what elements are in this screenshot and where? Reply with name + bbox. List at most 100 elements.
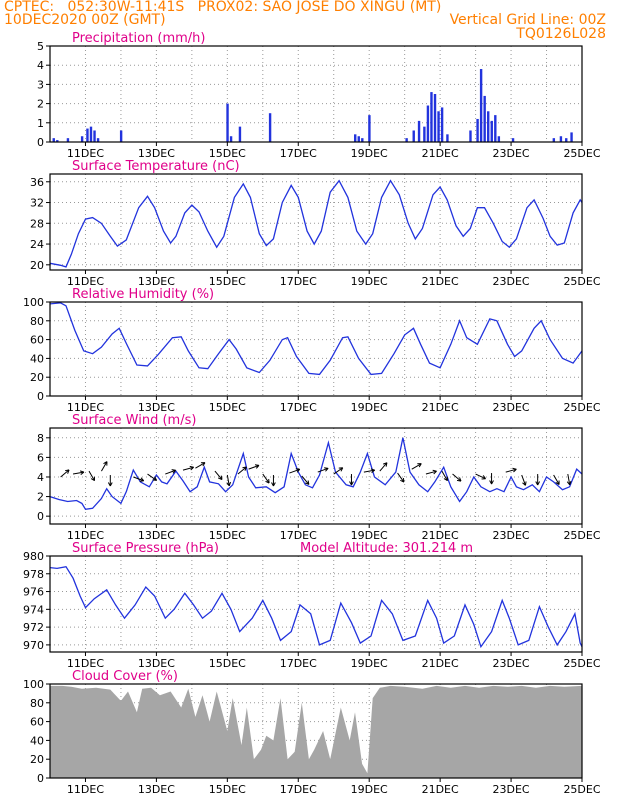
x-tick-label: 15DEC xyxy=(209,657,246,670)
wind-arrow-head xyxy=(154,476,157,481)
wind-arrow xyxy=(567,473,571,485)
wind-arrow xyxy=(248,464,260,470)
precip-bar xyxy=(405,138,408,142)
wind-arrow-head xyxy=(90,478,95,482)
x-tick-label: 11DEC xyxy=(67,783,104,796)
panel-title: Relative Humidity (%) xyxy=(72,287,214,302)
wind-arrow-head xyxy=(296,468,301,473)
wind-arrow-head xyxy=(307,480,310,485)
precip-bar xyxy=(440,107,444,142)
wind-arrow-head xyxy=(432,469,437,472)
wind-arrow-head xyxy=(349,481,352,486)
wind-arrow xyxy=(505,468,517,473)
panel-frame xyxy=(49,173,583,271)
precip-bar xyxy=(497,136,501,142)
x-tick-label: 13DEC xyxy=(138,401,175,414)
x-tick-label: 11DEC xyxy=(67,401,104,414)
y-tick-label: 24 xyxy=(30,238,44,251)
wind-arrow-head xyxy=(244,466,247,471)
x-tick-label: 23DEC xyxy=(493,147,530,160)
y-tick-label: 2 xyxy=(37,98,44,111)
precip-bar xyxy=(268,113,272,142)
series-line xyxy=(49,565,583,649)
wind-arrow-head xyxy=(340,467,344,472)
precip-bar xyxy=(96,138,100,142)
wind-arrow xyxy=(72,471,84,475)
wind-arrow xyxy=(475,473,486,480)
wind-arrow-head xyxy=(433,470,437,475)
panel-title: Surface Temperature (nC) xyxy=(72,159,240,174)
y-tick-label: 5 xyxy=(37,40,44,53)
header-location: CPTEC: 052:30W-11:41S PROX02: SAO JOSE D… xyxy=(4,0,442,15)
wind-arrow xyxy=(521,474,526,486)
precip-bar xyxy=(559,136,563,142)
x-tick-label: 21DEC xyxy=(422,783,459,796)
precip-bar xyxy=(80,136,84,142)
wind-arrow-head xyxy=(80,471,85,476)
wind-arrow-head xyxy=(172,469,176,474)
precip-bar xyxy=(357,136,360,142)
wind-arrow xyxy=(363,469,375,473)
y-tick-label: 3 xyxy=(37,78,44,91)
y-tick-label: 2 xyxy=(37,491,44,504)
precip-bar xyxy=(487,111,490,142)
wind-arrow-head xyxy=(226,482,230,487)
wind-arrow-head xyxy=(139,480,144,482)
wind-arrow-head xyxy=(482,475,486,479)
precip-bar xyxy=(433,94,437,142)
wind-arrow xyxy=(301,475,310,485)
wind-arrow xyxy=(88,470,95,481)
precip-bar xyxy=(119,130,123,142)
panel-title: Surface Pressure (hPa) xyxy=(72,541,219,556)
wind-arrow-head xyxy=(513,468,517,473)
wind-arrow-head xyxy=(459,477,462,482)
wind-arrow-head xyxy=(512,467,517,470)
x-tick-label: 19DEC xyxy=(351,147,388,160)
wind-arrow xyxy=(411,463,422,470)
header-grid-line-note: Vertical Grid Line: 00Z xyxy=(449,12,606,28)
x-tick-label: 19DEC xyxy=(351,401,388,414)
header-model-code: TQ0126L028 xyxy=(516,26,606,42)
x-tick-label: 11DEC xyxy=(67,657,104,670)
wind-arrow-head xyxy=(524,481,527,486)
precip-bar xyxy=(490,120,493,142)
wind-arrow xyxy=(147,473,157,481)
header-datetime: 10DEC2020 00Z (GMT) xyxy=(4,12,166,28)
wind-arrow-head xyxy=(566,481,571,486)
x-tick-label: 11DEC xyxy=(67,529,104,542)
wind-arrow-head xyxy=(255,465,260,469)
wind-arrow xyxy=(397,472,405,483)
x-tick-label: 17DEC xyxy=(280,529,317,542)
x-tick-label: 25DEC xyxy=(563,401,600,414)
panel-frame xyxy=(49,555,583,653)
precip-bar xyxy=(570,132,573,142)
y-tick-label: 40 xyxy=(30,352,44,365)
wind-arrow-head xyxy=(400,479,405,483)
x-tick-label: 19DEC xyxy=(351,783,388,796)
wind-arrow-head xyxy=(65,469,70,472)
wind-arrow xyxy=(182,466,194,471)
wind-arrow-head xyxy=(351,481,354,486)
x-tick-label: 23DEC xyxy=(493,783,530,796)
y-tick-label: 80 xyxy=(30,697,44,710)
precip-bar xyxy=(565,138,568,142)
wind-arrow xyxy=(441,470,448,481)
wind-arrow-head xyxy=(67,469,70,474)
x-tick-label: 23DEC xyxy=(493,275,530,288)
x-tick-label: 17DEC xyxy=(280,783,317,796)
wind-arrow-head xyxy=(555,482,560,485)
y-tick-label: 20 xyxy=(30,371,44,384)
precip-bar xyxy=(66,138,70,142)
y-tick-label: 0 xyxy=(37,136,44,149)
wind-arrow-head xyxy=(569,480,572,486)
x-tick-label: 25DEC xyxy=(563,275,600,288)
x-tick-label: 21DEC xyxy=(422,401,459,414)
y-tick-label: 60 xyxy=(30,716,44,729)
wind-arrow-head xyxy=(371,469,376,474)
wind-arrow xyxy=(133,476,144,482)
precip-bar xyxy=(483,95,486,142)
y-tick-label: 972 xyxy=(23,621,44,634)
y-tick-label: 40 xyxy=(30,734,44,747)
y-tick-label: 6 xyxy=(37,451,44,464)
wind-arrow-head xyxy=(242,466,247,469)
